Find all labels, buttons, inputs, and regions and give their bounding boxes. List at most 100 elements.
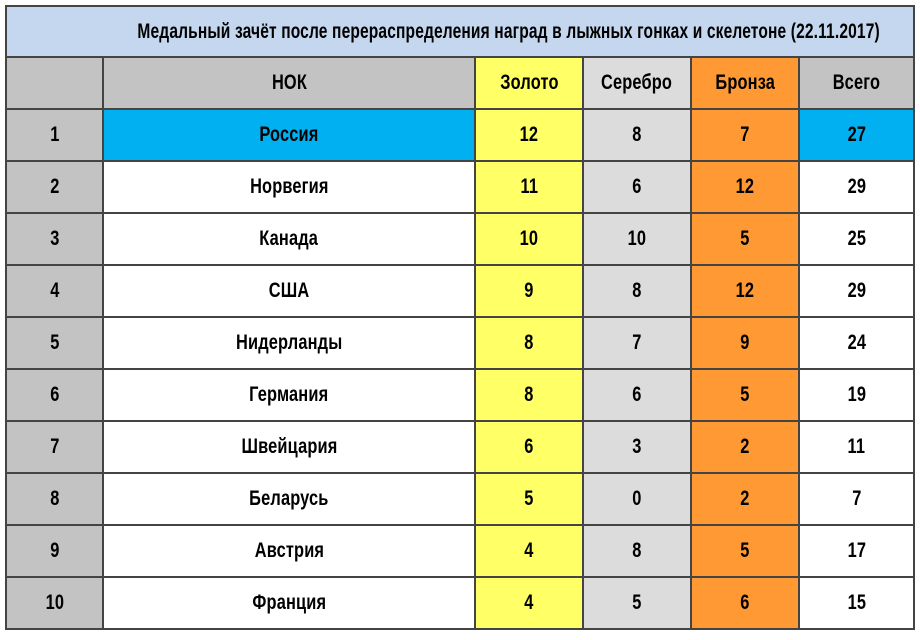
- cell-value: 6: [632, 383, 642, 406]
- cell-value: 25: [847, 227, 866, 250]
- rank-cell: 5: [5, 316, 104, 370]
- silver-cell: 6: [582, 160, 692, 214]
- cell-value: 6: [632, 175, 642, 198]
- cell-value: 1: [49, 123, 60, 146]
- header-row: НОК Золото Серебро Бронза Всего: [5, 56, 916, 110]
- cell-value: 7: [49, 435, 60, 458]
- cell-value: 2: [49, 175, 60, 198]
- cell-value: 15: [847, 591, 866, 614]
- bronze-cell: 12: [690, 160, 800, 214]
- cell-value: 10: [519, 227, 539, 250]
- cell-value: 9: [524, 279, 534, 302]
- cell-value: 3: [49, 227, 60, 250]
- gold-cell: 4: [474, 524, 584, 578]
- cell-value: 7: [851, 487, 862, 510]
- table-title: Медальный зачёт после перераспределения …: [4, 5, 916, 58]
- total-cell: 24: [797, 316, 916, 370]
- cell-value: 12: [735, 175, 755, 198]
- bronze-cell: 5: [690, 524, 800, 578]
- silver-cell: 0: [582, 472, 692, 526]
- cell-value: 8: [524, 331, 534, 354]
- bronze-cell: 5: [690, 368, 800, 422]
- gold-cell: 8: [474, 368, 584, 422]
- bronze-cell: 5: [690, 212, 800, 266]
- noc-cell: Австрия: [102, 524, 476, 578]
- gold-cell: 12: [474, 108, 584, 162]
- bronze-cell: 6: [690, 576, 800, 630]
- noc-cell: Россия: [102, 108, 476, 162]
- gold-cell: 11: [474, 160, 584, 214]
- total-cell: 29: [797, 160, 916, 214]
- bronze-cell: 7: [690, 108, 800, 162]
- header-label: Всего: [832, 71, 881, 94]
- bronze-cell: 2: [690, 472, 800, 526]
- silver-cell: 10: [582, 212, 692, 266]
- header-noc: НОК: [102, 56, 476, 110]
- cell-value: 27: [847, 123, 866, 146]
- cell-value: 12: [519, 123, 539, 146]
- noc-cell: Норвегия: [102, 160, 476, 214]
- silver-cell: 5: [582, 576, 692, 630]
- table-row: 2 Норвегия 11 6 12 29: [5, 160, 916, 214]
- cell-value: 7: [740, 123, 750, 146]
- cell-value: США: [268, 279, 310, 302]
- silver-cell: 3: [582, 420, 692, 474]
- table-row: 1 Россия 12 8 7 27: [5, 108, 916, 162]
- gold-cell: 10: [474, 212, 584, 266]
- header-label: НОК: [271, 71, 307, 94]
- rank-cell: 6: [5, 368, 104, 422]
- cell-value: 2: [740, 487, 750, 510]
- silver-cell: 8: [582, 524, 692, 578]
- total-cell: 27: [797, 108, 916, 162]
- noc-cell: Швейцария: [102, 420, 476, 474]
- cell-value: 8: [632, 123, 642, 146]
- title-text: Медальный зачёт после перераспределения …: [137, 19, 880, 43]
- cell-value: 24: [847, 331, 866, 354]
- cell-value: 6: [524, 435, 534, 458]
- cell-value: 12: [735, 279, 755, 302]
- bronze-cell: 9: [690, 316, 800, 370]
- header-total: Всего: [797, 56, 916, 110]
- noc-cell: Франция: [102, 576, 476, 630]
- cell-value: 11: [520, 175, 538, 198]
- total-cell: 7: [797, 472, 916, 526]
- header-label: Золото: [499, 71, 559, 94]
- rank-cell: 4: [5, 264, 104, 318]
- noc-cell: Канада: [102, 212, 476, 266]
- noc-cell: Нидерланды: [102, 316, 476, 370]
- gold-cell: 6: [474, 420, 584, 474]
- silver-cell: 7: [582, 316, 692, 370]
- cell-value: Австрия: [254, 539, 324, 562]
- rank-cell: 9: [5, 524, 104, 578]
- total-cell: 25: [797, 212, 916, 266]
- cell-value: 9: [740, 331, 750, 354]
- cell-value: Беларусь: [249, 487, 329, 510]
- cell-value: 8: [524, 383, 534, 406]
- cell-value: 5: [524, 487, 534, 510]
- gold-cell: 5: [474, 472, 584, 526]
- rank-cell: 7: [5, 420, 104, 474]
- cell-value: 4: [524, 591, 534, 614]
- cell-value: Нидерланды: [235, 331, 343, 354]
- total-cell: 29: [797, 264, 916, 318]
- cell-value: Германия: [249, 383, 329, 406]
- cell-value: 19: [847, 383, 866, 406]
- table-row: 10 Франция 4 5 6 15: [5, 576, 916, 630]
- total-cell: 19: [797, 368, 916, 422]
- cell-value: 10: [45, 591, 64, 614]
- gold-cell: 8: [474, 316, 584, 370]
- noc-cell: Беларусь: [102, 472, 476, 526]
- bronze-cell: 2: [690, 420, 800, 474]
- cell-value: Франция: [252, 591, 326, 614]
- rank-cell: 3: [5, 212, 104, 266]
- cell-value: 5: [740, 383, 750, 406]
- rank-cell: 10: [5, 576, 104, 630]
- cell-value: 8: [49, 487, 60, 510]
- cell-value: 17: [847, 539, 866, 562]
- bronze-cell: 12: [690, 264, 800, 318]
- table-row: 9 Австрия 4 8 5 17: [5, 524, 916, 578]
- silver-cell: 6: [582, 368, 692, 422]
- noc-cell: США: [102, 264, 476, 318]
- total-cell: 11: [797, 420, 916, 474]
- cell-value: 5: [740, 539, 750, 562]
